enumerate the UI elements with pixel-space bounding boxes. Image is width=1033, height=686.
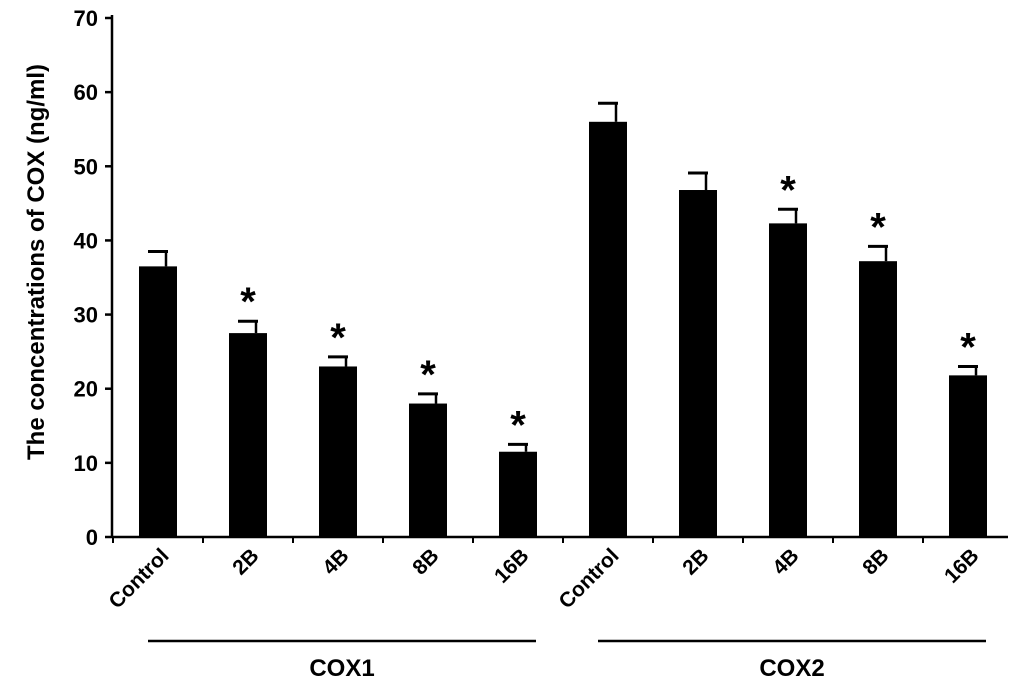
x-category-label: 8B [858, 544, 893, 579]
x-category-label: 4B [768, 544, 803, 579]
significance-star: * [780, 168, 796, 212]
y-tick-label: 20 [74, 377, 98, 402]
bar [949, 375, 987, 537]
y-tick-label: 60 [74, 80, 98, 105]
x-category-label: 8B [408, 544, 443, 579]
bar [319, 366, 357, 537]
group-label: COX1 [309, 655, 374, 682]
significance-star: * [870, 205, 886, 249]
significance-markers: * * * * * * * [240, 168, 976, 447]
bar [409, 403, 447, 537]
bars [139, 121, 987, 538]
bar [589, 121, 627, 538]
x-category-label: 2B [228, 544, 263, 579]
group-labels: COX1 COX2 [148, 639, 986, 682]
y-axis-ticks: 0 10 20 30 40 50 60 70 [74, 6, 112, 550]
x-category-label: 16B [490, 544, 534, 588]
x-axis-categories: Control 2B 4B 8B 16B Control 2B 4B 8B 16B [104, 537, 984, 613]
group-label: COX2 [759, 655, 824, 682]
significance-star: * [960, 325, 976, 369]
x-category-label: Control [554, 544, 623, 613]
x-category-label: Control [104, 544, 173, 613]
y-axis-title: The concentrations of COX (ng/ml) [23, 64, 50, 460]
error-bars [148, 101, 978, 452]
significance-star: * [240, 280, 256, 324]
y-tick-label: 40 [74, 228, 98, 253]
bar [679, 190, 717, 538]
significance-star: * [510, 403, 526, 447]
bar [139, 266, 177, 537]
significance-star: * [420, 353, 436, 397]
y-tick-label: 70 [74, 6, 98, 31]
significance-star: * [330, 316, 346, 360]
y-tick-label: 50 [74, 154, 98, 179]
y-tick-label: 10 [74, 451, 98, 476]
bar [229, 333, 267, 537]
x-category-label: 4B [318, 544, 353, 579]
bar [769, 223, 807, 537]
bar [859, 261, 897, 537]
bar [499, 451, 537, 537]
y-tick-label: 30 [74, 303, 98, 328]
x-category-label: 16B [940, 544, 984, 588]
y-tick-label: 0 [86, 525, 98, 550]
x-category-label: 2B [678, 544, 713, 579]
